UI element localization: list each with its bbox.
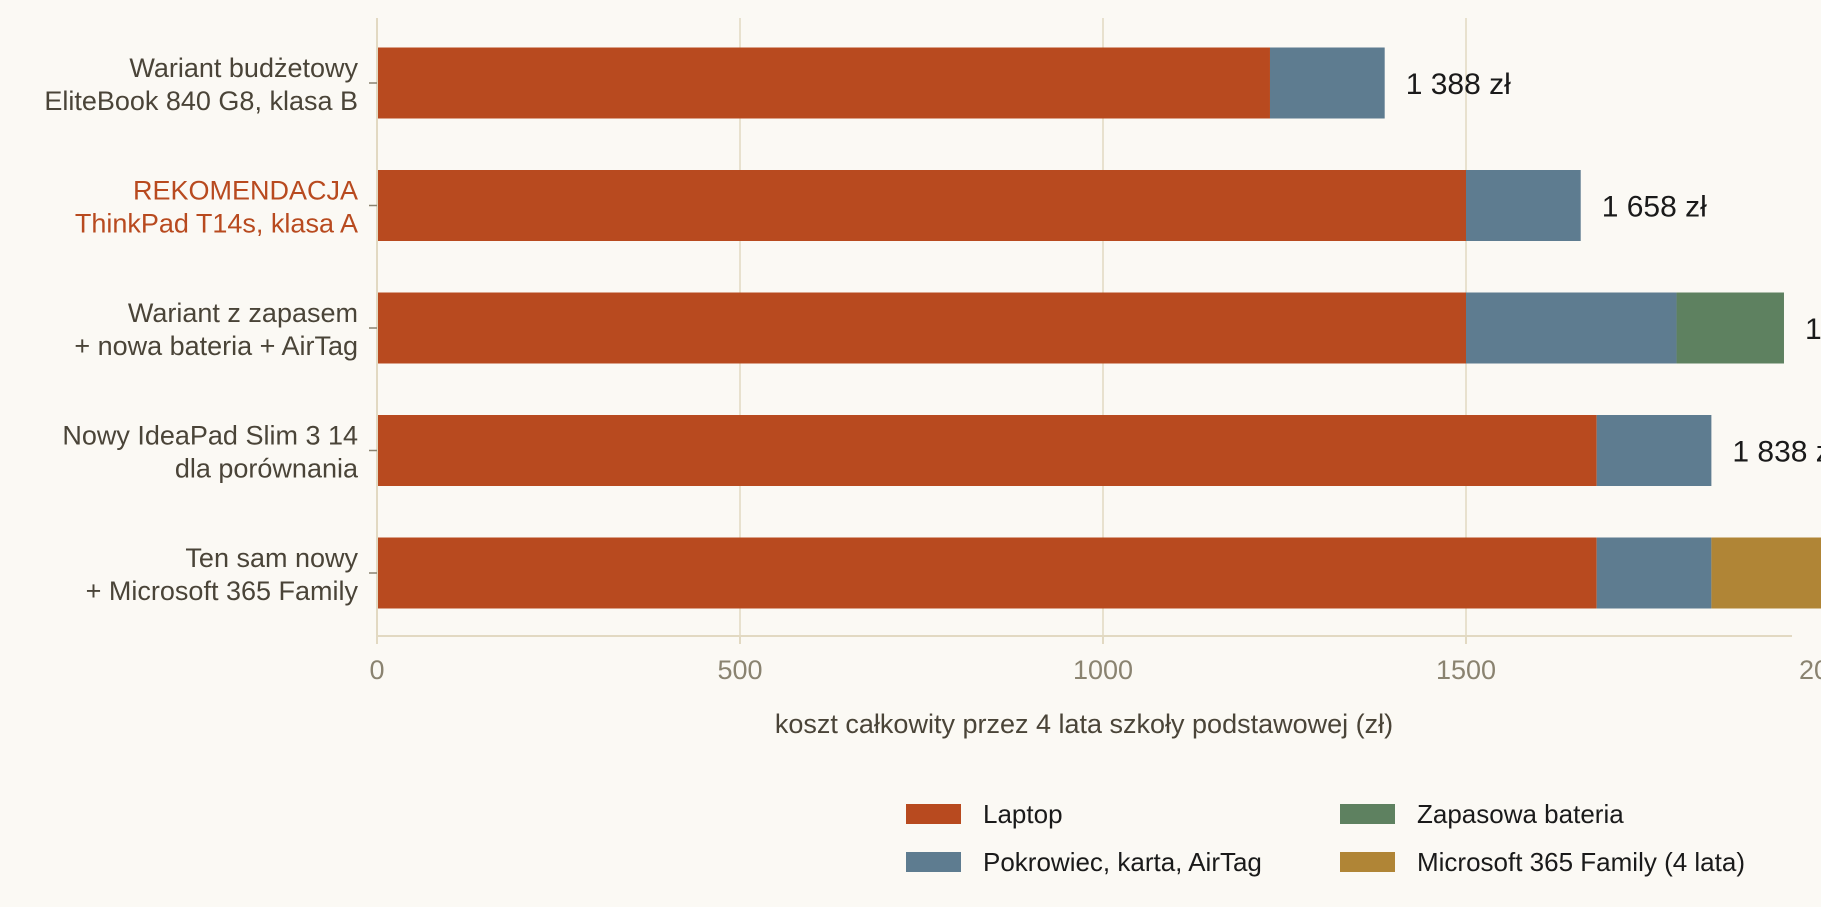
category-label-1: REKOMENDACJA ThinkPad T14s, klasa A — [75, 176, 358, 239]
x-tick-label-1000: 1000 — [1073, 655, 1133, 685]
category-label-2: Wariant z zapasem + nowa bateria + AirTag — [74, 298, 358, 361]
legend-label-1: Pokrowiec, karta, AirTag — [983, 847, 1262, 877]
category-label-3: Nowy IdeaPad Slim 3 14 dla porównania — [62, 421, 359, 484]
bar-segment-4-0 — [377, 537, 1597, 609]
x-tick-label-0: 0 — [369, 655, 384, 685]
bar-segment-2-1 — [1466, 292, 1677, 364]
legend-label-0: Laptop — [983, 799, 1063, 829]
axis-layer: 0500100015002000250030003500 — [369, 18, 1821, 685]
total-label-3: 1 838 zł — [1732, 436, 1821, 469]
bar-segment-4-3 — [1711, 537, 1821, 609]
bar-segment-3-1 — [1596, 415, 1712, 486]
bar-segment-1-1 — [1466, 170, 1581, 241]
total-label-2: 1 938 zł — [1805, 313, 1821, 346]
bar-segment-1-0 — [377, 170, 1466, 241]
bar-segment-0-0 — [377, 47, 1270, 119]
legend-swatch-2 — [1340, 804, 1395, 824]
bars-layer — [377, 47, 1821, 609]
x-tick-label-500: 500 — [717, 655, 762, 685]
x-tick-label-1500: 1500 — [1436, 655, 1496, 685]
category-label-4: Ten sam nowy + Microsoft 365 Family — [86, 543, 359, 606]
legend-swatch-0 — [906, 804, 961, 824]
bar-segment-2-2 — [1676, 292, 1784, 364]
category-label-0: Wariant budżetowy EliteBook 840 G8, klasa… — [44, 53, 358, 116]
legend-swatch-1 — [906, 852, 961, 872]
bar-segment-3-0 — [377, 415, 1597, 486]
total-label-0: 1 388 zł — [1406, 68, 1511, 101]
legend: Laptop Pokrowiec, karta, AirTag Zapasowa b… — [906, 799, 1745, 877]
legend-swatch-3 — [1340, 852, 1395, 872]
x-axis-title: koszt całkowity przez 4 lata szkoły pods… — [775, 709, 1393, 739]
legend-label-3: Microsoft 365 Family (4 lata) — [1417, 847, 1745, 877]
bar-segment-2-0 — [377, 292, 1466, 364]
bar-segment-0-1 — [1269, 47, 1385, 119]
labels-layer: Wariant budżetowy EliteBook 840 G8, klasa… — [44, 53, 1821, 606]
x-tick-label-2000: 2000 — [1799, 655, 1821, 685]
legend-label-2: Zapasowa bateria — [1417, 799, 1624, 829]
total-label-1: 1 658 zł — [1602, 191, 1707, 224]
bar-segment-4-1 — [1596, 537, 1712, 609]
